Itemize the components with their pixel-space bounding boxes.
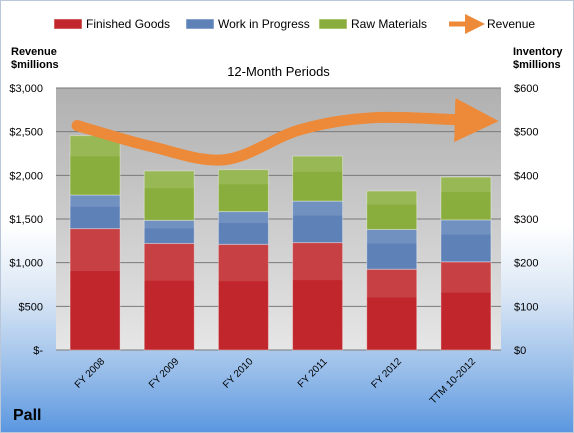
bar-raw-materials — [217, 169, 269, 213]
right-tick-label: $0 — [514, 345, 526, 357]
right-tick-label: $600 — [514, 83, 538, 95]
bar-highlight — [218, 211, 269, 224]
bar-highlight — [440, 177, 491, 193]
bar-highlight — [144, 243, 195, 281]
company-name: Pall — [13, 407, 42, 424]
bar-highlight — [218, 244, 269, 282]
bar-raw-materials — [366, 190, 418, 230]
left-tick-label: $- — [33, 345, 43, 357]
bar-highlight — [292, 156, 343, 172]
legend-swatch-work-in-progress — [185, 18, 215, 30]
chart-title: 12-Month Periods — [227, 64, 330, 79]
bar-highlight — [144, 170, 195, 189]
right-tick-label: $100 — [514, 301, 538, 313]
bar-work-in-progress — [366, 228, 418, 270]
bar-highlight — [366, 229, 417, 244]
category-label: FY 2010 — [221, 356, 256, 391]
legend-swatch-finished-goods — [53, 18, 83, 30]
bar-highlight — [218, 169, 269, 185]
bar-finished-goods — [143, 242, 195, 351]
left-tick-label: $2,000 — [9, 170, 43, 182]
bar-highlight — [144, 220, 195, 229]
category-label: FY 2009 — [147, 356, 182, 391]
bar-highlight — [70, 228, 121, 272]
category-label: FY 2012 — [369, 356, 404, 391]
category-label: TTM 10-2012 — [428, 356, 479, 407]
bar-highlight — [440, 261, 491, 293]
left-tick-label: $3,000 — [9, 83, 43, 95]
right-axis-title: Inventory $millions — [513, 46, 563, 71]
category-label: FY 2011 — [296, 356, 330, 390]
left-tick-label: $1,000 — [9, 258, 43, 270]
right-tick-label: $500 — [514, 127, 538, 139]
bar-finished-goods — [440, 261, 492, 351]
legend-label-revenue: Revenue — [487, 17, 535, 31]
legend-label-finished-goods: Finished Goods — [86, 17, 170, 31]
bar-finished-goods — [217, 243, 269, 351]
legend-label-raw-materials: Raw Materials — [351, 17, 427, 31]
bar-highlight — [366, 269, 417, 298]
bar-highlight — [70, 135, 121, 157]
bar-finished-goods — [292, 242, 344, 351]
bar-highlight — [292, 201, 343, 216]
right-tick-label: $200 — [514, 258, 538, 270]
right-tick-label: $400 — [514, 170, 538, 182]
bar-raw-materials — [440, 176, 492, 221]
left-tick-label: $1,500 — [9, 214, 43, 226]
left-tick-label: $500 — [19, 301, 43, 313]
left-axis-title: Revenue $millions — [11, 46, 59, 71]
legend-label-work-in-progress: Work in Progress — [218, 17, 310, 31]
right-tick-label: $300 — [514, 214, 538, 226]
bar-raw-materials — [143, 170, 195, 221]
legend-swatch-raw-materials — [318, 18, 348, 30]
bar-highlight — [366, 191, 417, 205]
left-tick-label: $2,500 — [9, 127, 43, 139]
category-label: FY 2008 — [73, 356, 108, 391]
bar-highlight — [292, 242, 343, 281]
revenue-line — [71, 97, 499, 166]
bar-raw-materials — [69, 135, 121, 196]
bar-raw-materials — [292, 155, 344, 202]
bar-finished-goods — [366, 268, 418, 351]
bar-highlight — [70, 194, 121, 207]
bar-highlight — [440, 219, 491, 235]
